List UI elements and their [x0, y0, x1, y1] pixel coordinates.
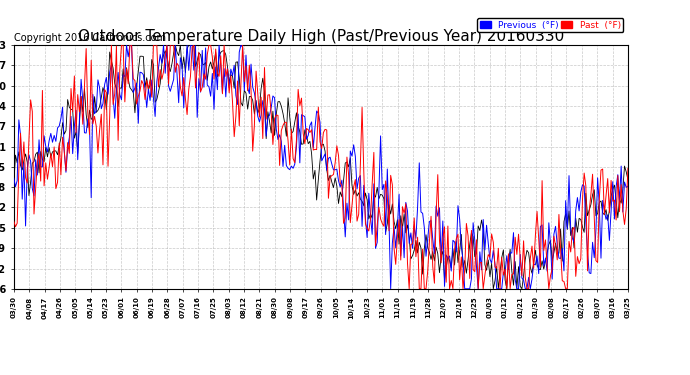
- Text: Copyright 2016 Cartronics.com: Copyright 2016 Cartronics.com: [14, 33, 166, 43]
- Title: Outdoor Temperature Daily High (Past/Previous Year) 20160330: Outdoor Temperature Daily High (Past/Pre…: [78, 29, 564, 44]
- Legend: Previous  (°F), Past  (°F): Previous (°F), Past (°F): [477, 18, 623, 32]
